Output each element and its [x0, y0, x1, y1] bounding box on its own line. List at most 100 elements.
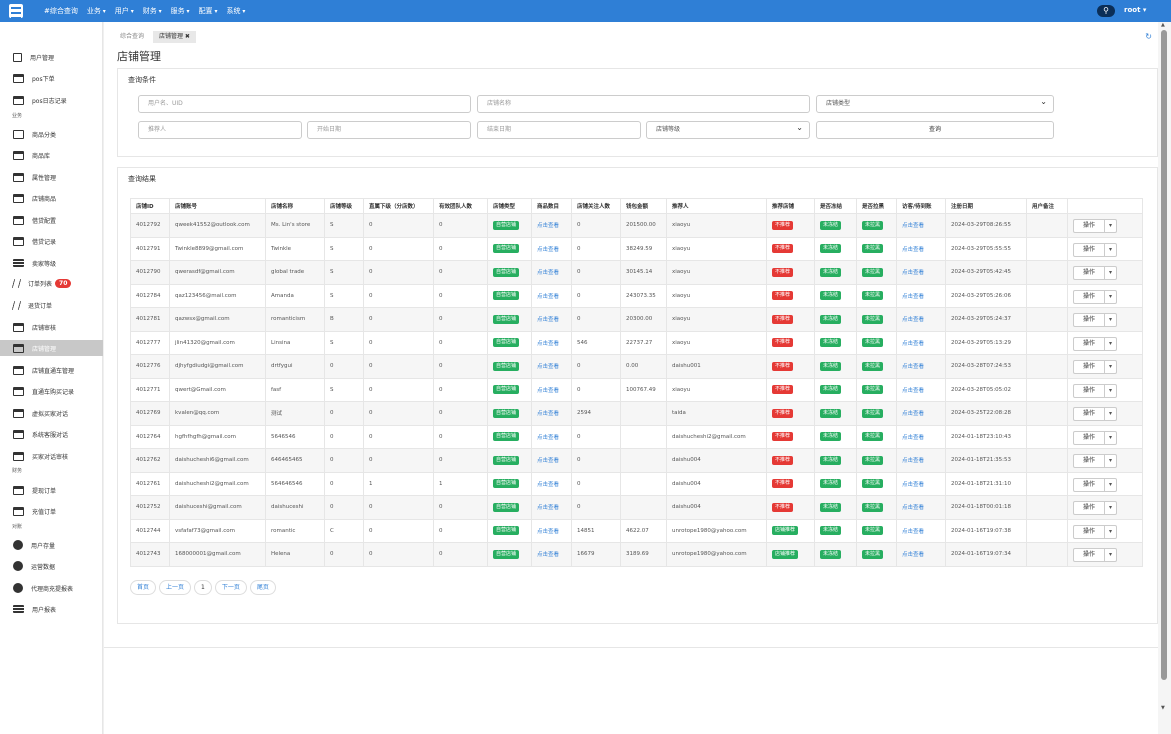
action-dropdown[interactable]: 操作 ▾ — [1073, 313, 1118, 328]
action-dropdown[interactable]: 操作 ▾ — [1073, 548, 1118, 563]
last-page-button[interactable]: 尾页 — [249, 580, 276, 595]
action-button[interactable]: 操作 — [1083, 480, 1096, 488]
chevron-down-icon[interactable]: ▾ — [1104, 361, 1116, 374]
user-menu[interactable]: root ▾ — [1124, 6, 1147, 14]
view-visitor-link[interactable]: 点击查看 — [902, 387, 925, 394]
start-date-input[interactable]: 开始日期 — [307, 121, 471, 139]
action-dropdown[interactable]: 操作 ▾ — [1073, 289, 1118, 304]
view-visitor-link[interactable]: 点击查看 — [902, 505, 925, 512]
view-visitor-link[interactable]: 点击查看 — [902, 458, 925, 465]
view-visitor-link[interactable]: 点击查看 — [902, 293, 925, 300]
frozen-tag[interactable]: 未冻结 — [820, 361, 842, 371]
blocked-tag[interactable]: 未拉黑 — [862, 479, 884, 489]
view-visitor-link[interactable]: 点击查看 — [902, 434, 925, 441]
sidebar-item[interactable]: 店铺审核 — [0, 319, 103, 335]
view-goods-link[interactable]: 点击查看 — [537, 387, 560, 394]
view-goods-link[interactable]: 点击查看 — [537, 481, 560, 488]
frozen-tag[interactable]: 未冻结 — [820, 338, 842, 348]
top-nav-item[interactable]: 系统 — [226, 6, 245, 16]
view-visitor-link[interactable]: 点击查看 — [902, 246, 925, 253]
frozen-tag[interactable]: 未冻结 — [820, 385, 842, 395]
scrollbar-thumb[interactable] — [1161, 30, 1167, 680]
blocked-tag[interactable]: 未拉黑 — [862, 314, 884, 324]
top-nav-item[interactable]: 业务 — [87, 6, 106, 16]
action-dropdown[interactable]: 操作 ▾ — [1073, 360, 1118, 375]
top-nav-item[interactable]: 财务 — [143, 6, 162, 16]
view-visitor-link[interactable]: 点击查看 — [902, 411, 925, 418]
action-button[interactable]: 操作 — [1083, 504, 1096, 512]
blocked-tag[interactable]: 未拉黑 — [862, 526, 884, 536]
user-search-input[interactable]: 用户名、UID — [138, 95, 471, 113]
frozen-tag[interactable]: 未冻结 — [820, 432, 842, 442]
action-button[interactable]: 操作 — [1083, 292, 1096, 300]
action-button[interactable]: 操作 — [1083, 433, 1096, 441]
action-dropdown[interactable]: 操作 ▾ — [1073, 477, 1118, 492]
action-dropdown[interactable]: 操作 ▾ — [1073, 454, 1118, 469]
shop-type-select[interactable]: 店铺类型 — [816, 94, 1054, 113]
menu-toggle-icon[interactable] — [9, 4, 23, 19]
chevron-down-icon[interactable]: ▾ — [1104, 290, 1116, 303]
action-button[interactable]: 操作 — [1083, 457, 1096, 465]
frozen-tag[interactable]: 未冻结 — [820, 408, 842, 418]
recommend-tag[interactable]: 不推荐 — [772, 267, 794, 277]
chevron-down-icon[interactable]: ▾ — [1104, 525, 1116, 538]
action-dropdown[interactable]: 操作 ▾ — [1073, 430, 1118, 445]
sidebar-item[interactable]: 商品分类 — [0, 126, 103, 142]
tab-overview[interactable]: 综合查询 — [120, 33, 145, 40]
view-visitor-link[interactable]: 点击查看 — [902, 270, 925, 277]
view-visitor-link[interactable]: 点击查看 — [902, 364, 925, 371]
chevron-down-icon[interactable]: ▾ — [1104, 267, 1116, 280]
chevron-down-icon[interactable]: ▾ — [1104, 431, 1116, 444]
blocked-tag[interactable]: 未拉黑 — [862, 338, 884, 348]
recommend-tag[interactable]: 不推荐 — [772, 385, 794, 395]
action-dropdown[interactable]: 操作 ▾ — [1073, 501, 1118, 516]
recommend-tag[interactable]: 不推荐 — [772, 408, 794, 418]
action-button[interactable]: 操作 — [1083, 245, 1096, 253]
sidebar-item[interactable]: 充值订单 — [0, 503, 103, 519]
view-goods-link[interactable]: 点击查看 — [537, 505, 560, 512]
action-dropdown[interactable]: 操作 ▾ — [1073, 266, 1118, 281]
prev-page-button[interactable]: 上一页 — [159, 580, 192, 595]
first-page-button[interactable]: 首页 — [130, 580, 157, 595]
top-nav-item[interactable]: 服务 — [171, 6, 190, 16]
recommend-tag[interactable]: 不推荐 — [772, 291, 794, 301]
view-goods-link[interactable]: 点击查看 — [537, 434, 560, 441]
blocked-tag[interactable]: 未拉黑 — [862, 291, 884, 301]
sidebar-item[interactable]: 卖家等级 — [0, 255, 103, 271]
view-visitor-link[interactable]: 点击查看 — [902, 340, 925, 347]
sidebar-item[interactable]: 系统客服对话 — [0, 426, 103, 442]
search-button[interactable]: 查询 — [816, 121, 1054, 139]
action-dropdown[interactable]: 操作 ▾ — [1073, 524, 1118, 539]
action-button[interactable]: 操作 — [1083, 269, 1096, 277]
recommend-tag[interactable]: 不推荐 — [772, 455, 794, 465]
blocked-tag[interactable]: 未拉黑 — [862, 549, 884, 559]
sidebar-item[interactable]: 店铺直通车管理 — [0, 362, 103, 378]
sidebar-item[interactable]: pos下单 — [0, 70, 103, 86]
frozen-tag[interactable]: 未冻结 — [820, 455, 842, 465]
action-button[interactable]: 操作 — [1083, 316, 1096, 324]
blocked-tag[interactable]: 未拉黑 — [862, 502, 884, 512]
view-goods-link[interactable]: 点击查看 — [537, 411, 560, 418]
blocked-tag[interactable]: 未拉黑 — [862, 361, 884, 371]
sidebar-item[interactable]: 虚拟买家对话 — [0, 405, 103, 421]
view-visitor-link[interactable]: 点击查看 — [902, 223, 925, 230]
recommend-tag[interactable]: 不推荐 — [772, 314, 794, 324]
action-button[interactable]: 操作 — [1083, 222, 1096, 230]
search-icon[interactable]: ⚲ — [1097, 5, 1115, 17]
sidebar-item[interactable]: 直通车购买记录 — [0, 383, 103, 399]
frozen-tag[interactable]: 未冻结 — [820, 267, 842, 277]
end-date-input[interactable]: 结束日期 — [477, 121, 641, 139]
chevron-down-icon[interactable]: ▾ — [1104, 314, 1116, 327]
username[interactable]: root — [1124, 6, 1141, 14]
sidebar-item[interactable]: 商品库 — [0, 147, 103, 163]
sidebar-item[interactable]: 用户报表 — [0, 601, 103, 617]
recommend-tag[interactable]: 不推荐 — [772, 502, 794, 512]
tab-shop-management[interactable]: 店铺管理 ✖ — [153, 31, 196, 43]
blocked-tag[interactable]: 未拉黑 — [862, 220, 884, 230]
chevron-down-icon[interactable]: ▾ — [1104, 478, 1116, 491]
refresh-icon[interactable]: ↻ — [1145, 32, 1152, 41]
sidebar-item[interactable]: 代理商充提报表 — [0, 580, 103, 596]
action-button[interactable]: 操作 — [1083, 386, 1096, 394]
sidebar-item[interactable]: 属性管理 — [0, 169, 103, 185]
recommend-tag[interactable]: 不推荐 — [772, 244, 794, 254]
